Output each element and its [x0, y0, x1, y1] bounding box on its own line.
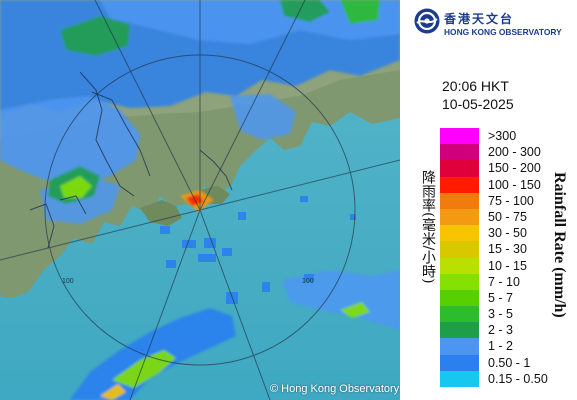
legend-row: 200 - 300 — [440, 144, 577, 161]
legend-row: 30 - 50 — [440, 225, 577, 242]
legend-swatch — [440, 128, 479, 145]
range-ring-label-west: 100 — [62, 278, 74, 285]
legend-swatch — [440, 241, 479, 258]
legend-label: 100 - 150 — [488, 177, 541, 192]
legend-swatch — [440, 370, 479, 387]
range-ring-labels: 100 100 — [62, 278, 314, 285]
legend-row: 7 - 10 — [440, 273, 577, 290]
radar-echoes — [0, 0, 400, 400]
legend-label: 0.15 - 0.50 — [488, 371, 548, 386]
legend-label: 75 - 100 — [488, 193, 534, 208]
range-ring-label-east: 100 — [302, 278, 314, 285]
legend-row: 50 - 75 — [440, 208, 577, 226]
legend-row: 10 - 15 — [440, 257, 577, 274]
legend-label: 10 - 15 — [488, 258, 527, 273]
legend-label: 1 - 2 — [488, 339, 514, 354]
legend-row: 2 - 3 — [440, 322, 577, 339]
legend-swatch — [440, 289, 479, 307]
legend-row: >300 — [440, 128, 577, 145]
legend-title-chinese: 降雨率(毫米/小時) — [420, 170, 436, 284]
legend-swatch — [440, 144, 479, 161]
logo-text-english: HONG KONG OBSERVATORY — [444, 27, 562, 37]
legend-title-english: Rainfall Rate (mm/h) — [551, 172, 568, 318]
rainfall-legend: >300 200 - 300 150 - 200 100 - 150 75 - 100 5… — [440, 128, 577, 387]
legend-swatch — [440, 176, 479, 193]
legend-label: 200 - 300 — [488, 145, 541, 160]
legend-label: >300 — [488, 129, 517, 143]
legend-label: 5 - 7 — [488, 290, 514, 305]
legend-row: 1 - 2 — [440, 338, 577, 355]
legend-row: 0.50 - 1 — [440, 354, 577, 371]
side-panel: 香港天文台 HONG KONG OBSERVATORY 20:06 HKT 10… — [400, 0, 577, 400]
legend-label: 2 - 3 — [488, 323, 514, 338]
legend-swatch — [440, 208, 479, 226]
radar-echo-cells — [160, 196, 356, 304]
observation-time: 20:06 HKT — [442, 78, 509, 94]
hko-logo: 香港天文台 HONG KONG OBSERVATORY — [414, 8, 574, 42]
legend-swatch — [440, 322, 479, 339]
legend-row: 3 - 5 — [440, 306, 577, 323]
range-rings — [0, 0, 400, 400]
observation-date: 10-05-2025 — [442, 96, 514, 112]
legend-row: 0.15 - 0.50 — [440, 370, 577, 387]
legend-swatch — [440, 160, 479, 177]
radar-map-svg: 100 100 — [0, 0, 400, 400]
legend-label: 50 - 75 — [488, 209, 527, 224]
legend-label: 3 - 5 — [488, 307, 514, 322]
legend-row: 100 - 150 — [440, 176, 577, 193]
legend-swatch — [440, 306, 479, 323]
legend-swatch — [440, 257, 479, 274]
logo-text-chinese: 香港天文台 — [444, 12, 515, 26]
legend-swatch — [440, 225, 479, 242]
legend-swatch — [440, 338, 479, 355]
legend-row: 5 - 7 — [440, 289, 577, 307]
copyright-notice: © Hong Kong Observatory — [270, 383, 400, 395]
radar-map: 100 100 © Hong Kong Observatory — [0, 0, 400, 400]
legend-label: 150 - 200 — [488, 161, 541, 176]
legend-label: 0.50 - 1 — [488, 355, 531, 370]
legend-swatch — [440, 354, 479, 371]
legend-label: 7 - 10 — [488, 274, 520, 289]
lantau-island — [140, 200, 182, 226]
legend-row: 75 - 100 — [440, 192, 577, 209]
legend-swatch — [440, 273, 479, 290]
legend-row: 15 - 30 — [440, 241, 577, 258]
hko-logo-icon — [414, 8, 440, 34]
legend-swatch — [440, 192, 479, 209]
legend-label: 15 - 30 — [488, 242, 527, 257]
legend-label: 30 - 50 — [488, 226, 527, 241]
legend-row: 150 - 200 — [440, 160, 577, 177]
